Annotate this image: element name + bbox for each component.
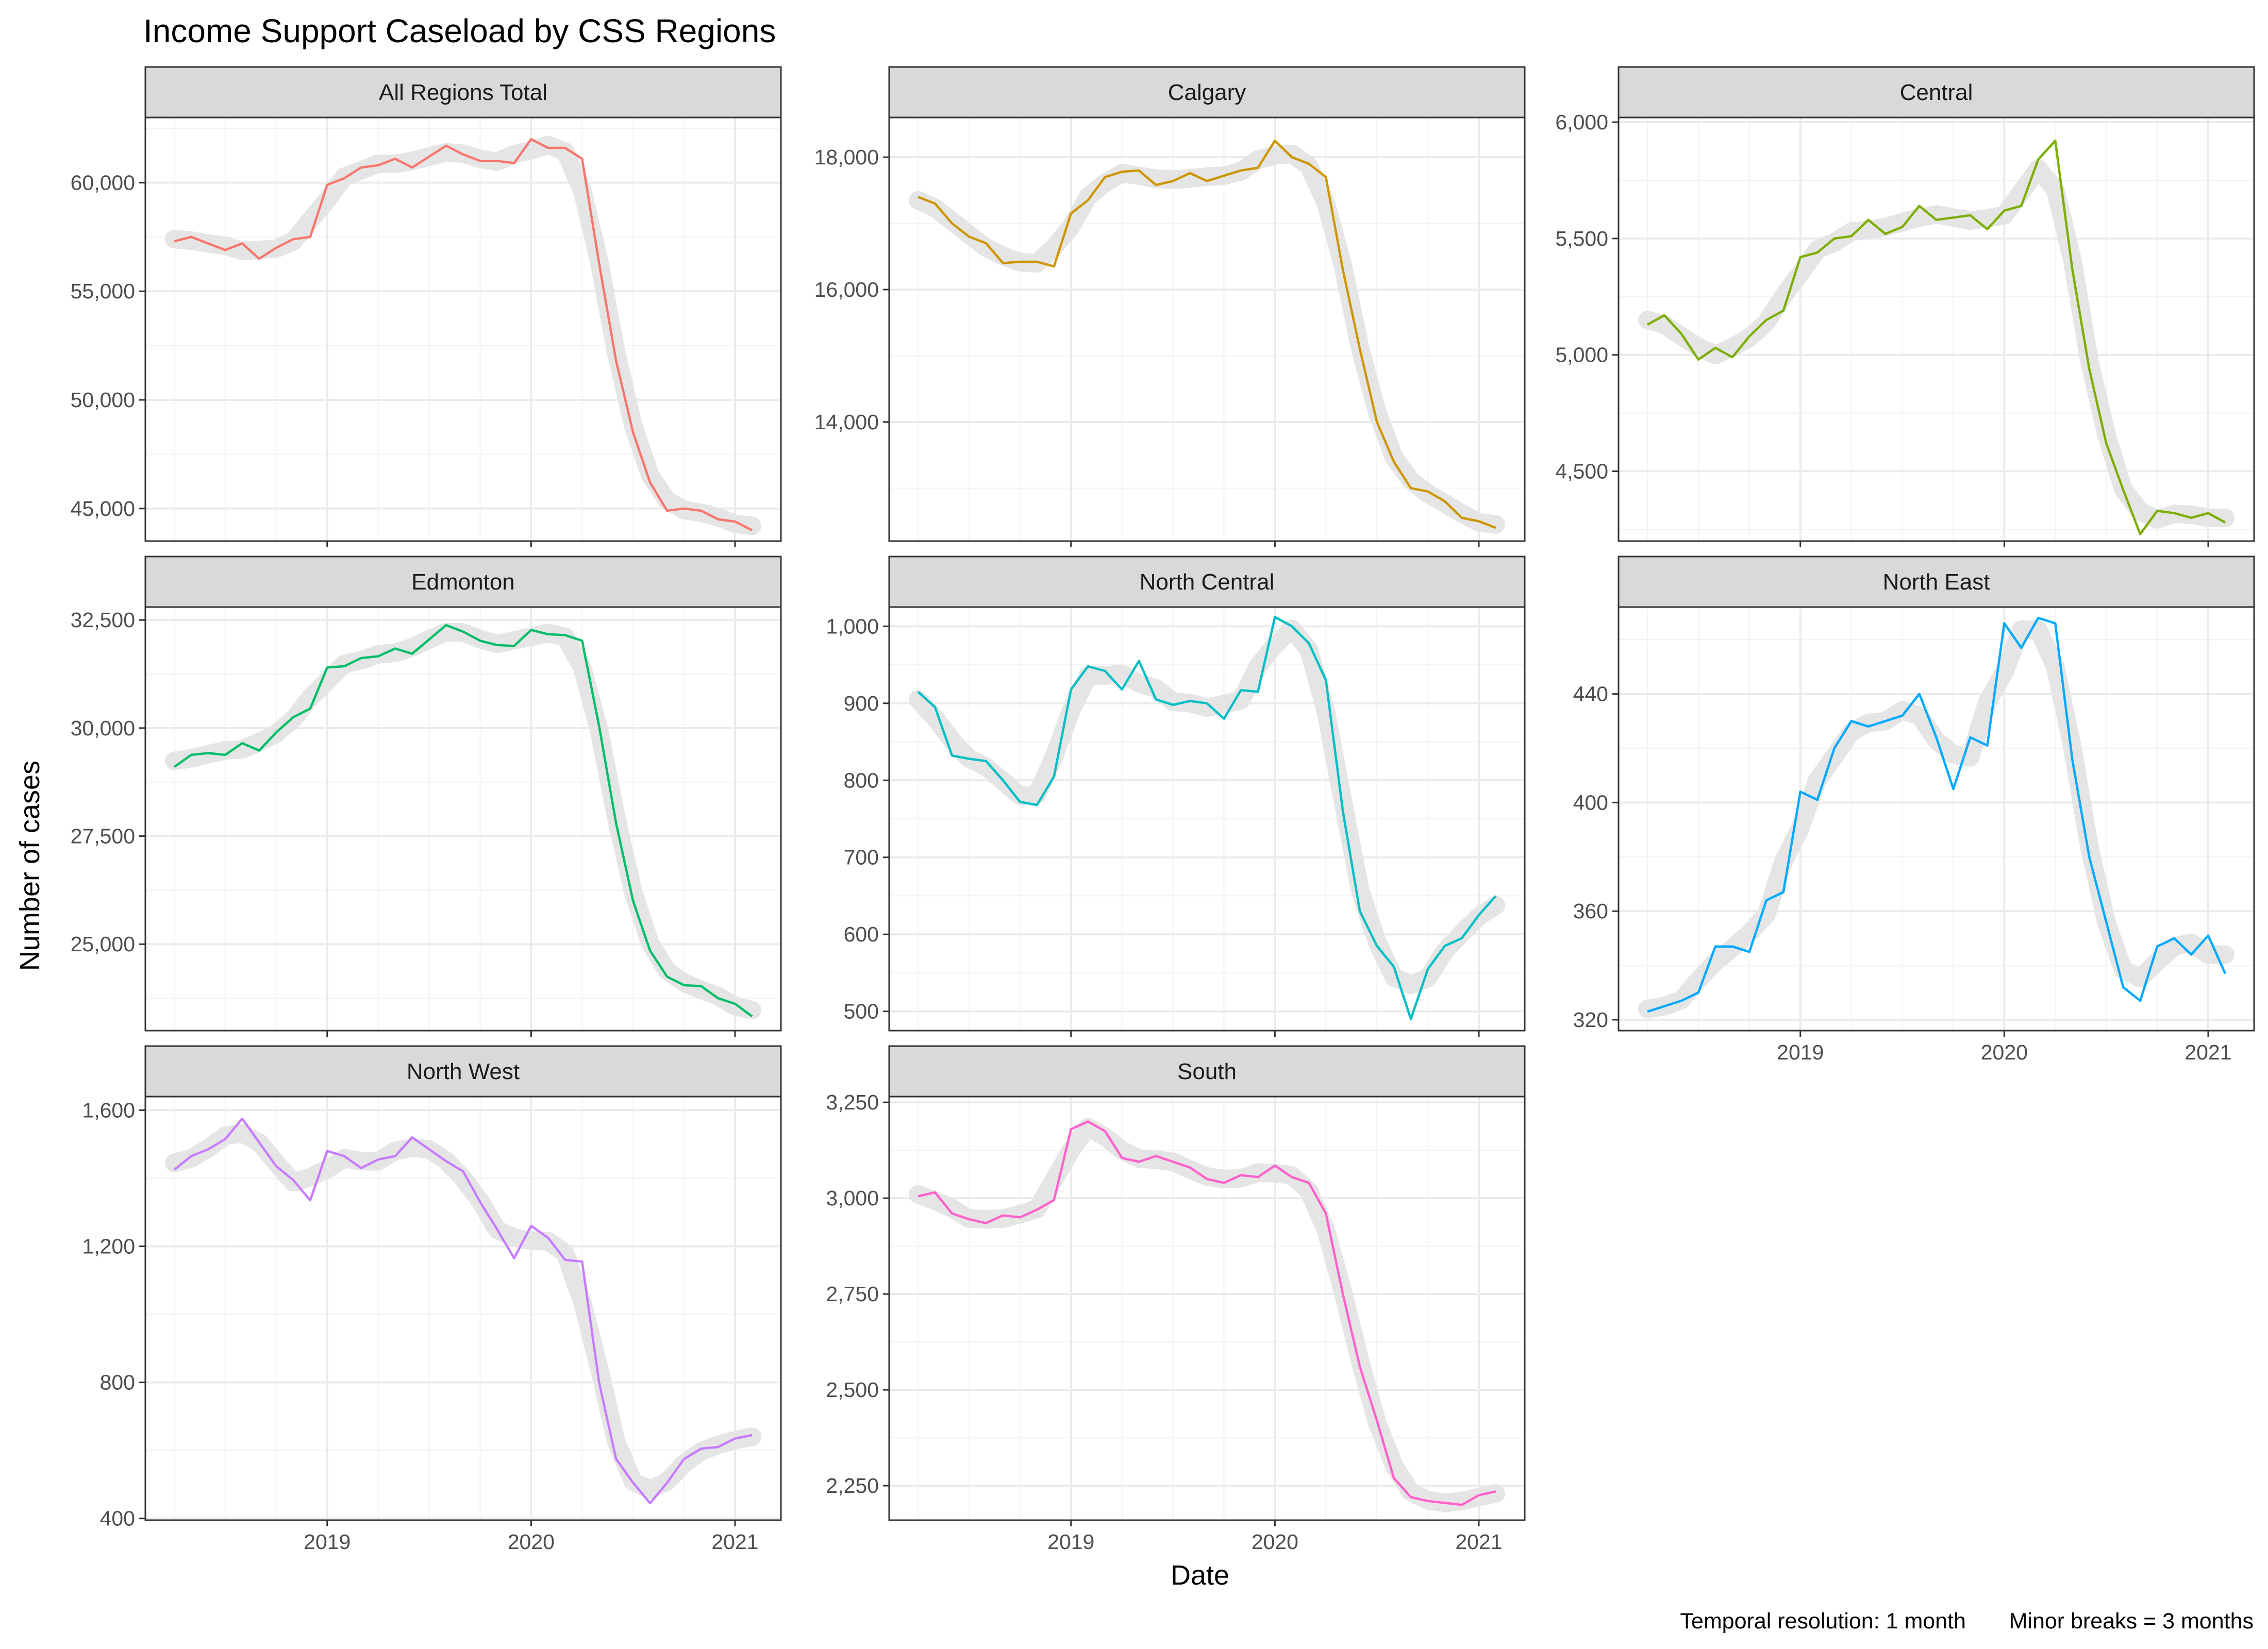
strip-label: North East	[1883, 569, 1990, 595]
panel-background	[145, 117, 781, 541]
x-tick-label: 2019	[1047, 1530, 1094, 1554]
x-tick-label: 2021	[2184, 1040, 2231, 1064]
y-tick-label: 50,000	[71, 388, 135, 412]
series-line-edmonton	[173, 624, 753, 1018]
trend-band-calgary	[909, 144, 1505, 534]
x-tick-label: 2020	[508, 1530, 555, 1554]
y-tick-label: 25,000	[71, 932, 135, 956]
y-tick-label: 440	[1573, 682, 1608, 706]
series-line-calgary	[918, 139, 1496, 529]
x-tick-label: 2019	[304, 1530, 351, 1554]
trend-band-north-west	[165, 1124, 761, 1499]
y-tick-label: 900	[844, 692, 879, 715]
strip-label: Edmonton	[411, 569, 515, 595]
strip-label: Calgary	[1168, 80, 1246, 105]
series-line-south	[918, 1120, 1496, 1506]
y-tick-label: 3,000	[826, 1186, 879, 1210]
series-line-all-regions-total	[174, 138, 753, 531]
strip-label: North Central	[1140, 569, 1275, 595]
x-tick-label: 2020	[1981, 1040, 2028, 1064]
y-tick-label: 1,000	[826, 614, 879, 638]
y-tick-label: 4,500	[1555, 460, 1608, 483]
strip-label: South	[1177, 1059, 1237, 1084]
x-axis-title: Date	[1171, 1560, 1229, 1591]
trend-band-north-central	[909, 619, 1505, 995]
series-line-north-west	[173, 1117, 753, 1505]
series-line-north-central	[917, 616, 1497, 1020]
panel-south: South 2,250 2,500 2,750 3,000 3,250 2019 2020 20…	[826, 1045, 1526, 1554]
y-tick-label: 320	[1573, 1008, 1608, 1032]
strip-north-central	[888, 556, 1526, 608]
series-line-north-east	[1647, 616, 2227, 1013]
panel-background	[889, 117, 1525, 541]
panel-calgary: Calgary 14,000 16,000 18,000	[814, 66, 1526, 547]
panel-north-central: North Central 500 600 700 800 900 1,000	[826, 556, 1526, 1037]
y-tick-label: 30,000	[71, 716, 135, 740]
strip-north-west	[144, 1045, 782, 1098]
y-tick-label: 27,500	[71, 824, 135, 848]
panel-central: Central 4,500 5,000 5,500 6,000	[1555, 66, 2255, 547]
y-tick-label: 18,000	[814, 145, 879, 169]
y-tick-label: 2,500	[826, 1378, 879, 1402]
y-tick-label: 1,600	[82, 1098, 135, 1122]
panel-north-west: North West 400 800 1,200 1,600 2019 2020 2021	[82, 1045, 782, 1554]
y-tick-label: 55,000	[71, 279, 135, 303]
y-tick-label: 2,250	[826, 1474, 879, 1497]
y-tick-label: 2,750	[826, 1282, 879, 1306]
y-tick-label: 600	[844, 922, 879, 946]
x-tick-label: 2021	[1455, 1530, 1502, 1554]
panel-background	[1619, 117, 2254, 541]
panel-all-regions-total: All Regions Total 45,000 50,000 55,000 60,00…	[71, 66, 782, 547]
chart-title: Income Support Caseload by CSS Regions	[143, 12, 776, 49]
panel-edmonton: Edmonton 25,000 27,500 30,000 32,500	[71, 556, 782, 1037]
strip-label: All Regions Total	[379, 80, 547, 105]
strip-calgary	[888, 66, 1526, 119]
facet-panels: All Regions Total 45,000 50,000 55,000 60,00…	[71, 66, 2255, 1554]
strip-central	[1617, 66, 2255, 119]
trend-band-central	[1638, 159, 2234, 529]
strip-south	[888, 1045, 1526, 1098]
strip-edmonton	[144, 556, 782, 608]
y-tick-label: 700	[844, 846, 879, 869]
y-tick-label: 60,000	[71, 171, 135, 194]
chart-caption: Temporal resolution: 1 month Minor break…	[1680, 1609, 2254, 1634]
x-tick-label: 2019	[1777, 1040, 1824, 1064]
y-tick-label: 400	[100, 1507, 135, 1530]
y-tick-label: 360	[1573, 899, 1608, 923]
y-tick-label: 14,000	[814, 410, 879, 434]
y-tick-label: 6,000	[1555, 110, 1608, 134]
strip-all-regions-total	[144, 66, 782, 119]
strip-label: Central	[1900, 80, 1973, 105]
panel-north-east: North East 320 360 400 440 2019 2020 2021	[1573, 556, 2255, 1064]
y-tick-label: 3,250	[826, 1090, 879, 1114]
y-tick-label: 1,200	[82, 1235, 135, 1258]
x-tick-label: 2021	[711, 1530, 758, 1554]
strip-label: North West	[407, 1059, 520, 1084]
y-tick-label: 5,000	[1555, 343, 1608, 367]
y-tick-label: 500	[844, 1000, 879, 1023]
panel-background	[889, 1097, 1525, 1520]
y-tick-label: 800	[844, 768, 879, 792]
y-tick-label: 16,000	[814, 278, 879, 301]
x-tick-label: 2020	[1252, 1530, 1298, 1554]
y-axis-title: Number of cases	[14, 761, 45, 971]
y-tick-label: 400	[1573, 790, 1608, 814]
y-tick-label: 5,500	[1555, 227, 1608, 250]
series-line-central	[1646, 139, 2226, 535]
strip-north-east	[1617, 556, 2255, 608]
panel-background	[145, 607, 781, 1031]
y-tick-label: 32,500	[71, 608, 135, 632]
y-tick-label: 800	[100, 1371, 135, 1394]
y-tick-label: 45,000	[71, 497, 135, 520]
